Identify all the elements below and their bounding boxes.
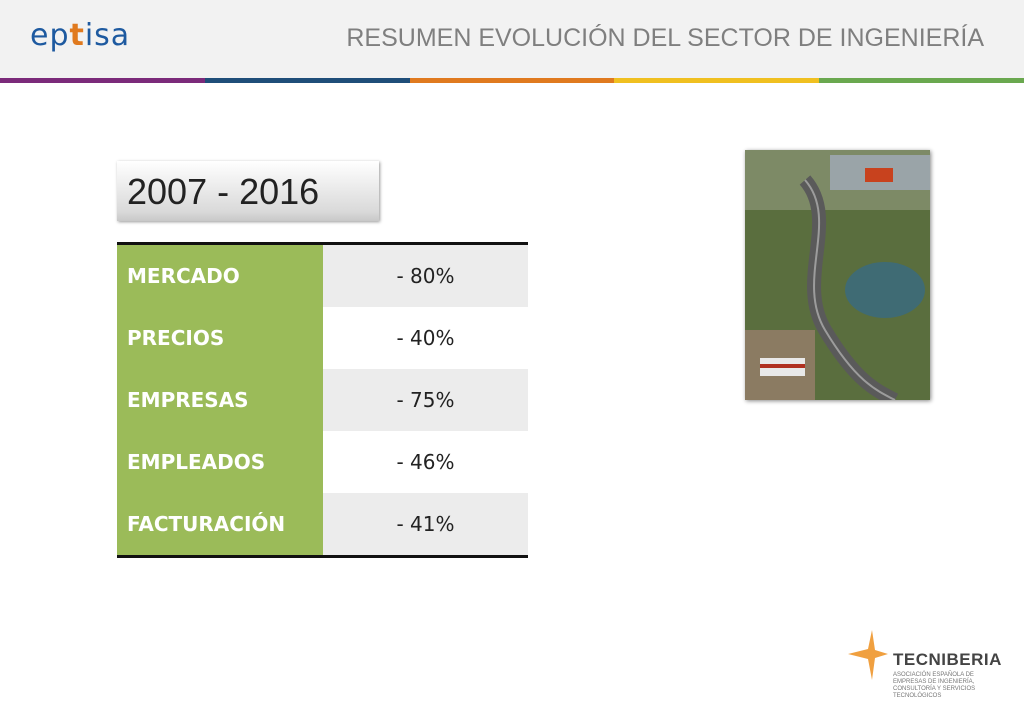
table-row: EMPRESAS - 75% [117, 369, 528, 431]
logo-text-suffix: isa [84, 18, 131, 53]
row-value: - 80% [323, 245, 528, 307]
period-label: 2007 - 2016 [127, 171, 320, 212]
stripe-green [819, 78, 1024, 83]
stripe-blue [204, 78, 410, 83]
tecniberia-subtitle: ASOCIACIÓN ESPAÑOLA DE EMPRESAS DE INGEN… [893, 672, 976, 699]
row-label: MERCADO [117, 245, 323, 307]
row-label: FACTURACIÓN [117, 493, 323, 555]
row-label: PRECIOS [117, 307, 323, 369]
infrastructure-collage-image [745, 150, 930, 400]
page-title: RESUMEN EVOLUCIÓN DEL SECTOR DE INGENIER… [346, 24, 984, 52]
table-row: EMPLEADOS - 46% [117, 431, 528, 493]
logo-text-prefix: ep [30, 18, 70, 53]
evolution-table: MERCADO - 80% PRECIOS - 40% EMPRESAS - 7… [117, 242, 528, 558]
logo-text-t: t [69, 18, 85, 53]
header: eptisa RESUMEN EVOLUCIÓN DEL SECTOR DE I… [0, 0, 1024, 78]
tecniberia-logo: TECNIBERIA ASOCIACIÓN ESPAÑOLA DE EMPRES… [848, 628, 1001, 699]
row-value: - 75% [323, 369, 528, 431]
table-row: PRECIOS - 40% [117, 307, 528, 369]
tecniberia-star-icon [848, 630, 888, 680]
period-box: 2007 - 2016 [117, 161, 379, 221]
header-color-stripes [0, 78, 1024, 83]
stripe-purple [0, 78, 205, 83]
table-row: MERCADO - 80% [117, 245, 528, 307]
table-row: FACTURACIÓN - 41% [117, 493, 528, 555]
row-label: EMPRESAS [117, 369, 323, 431]
stripe-yellow [614, 78, 820, 83]
collage-illustration [745, 150, 930, 400]
row-value: - 46% [396, 450, 455, 474]
row-value: - 41% [323, 493, 528, 555]
row-value: - 40% [396, 326, 455, 350]
tecniberia-name: TECNIBERIA [893, 650, 1002, 669]
eptisa-logo: eptisa [30, 18, 130, 53]
row-label: EMPLEADOS [117, 431, 323, 493]
stripe-orange [409, 78, 615, 83]
